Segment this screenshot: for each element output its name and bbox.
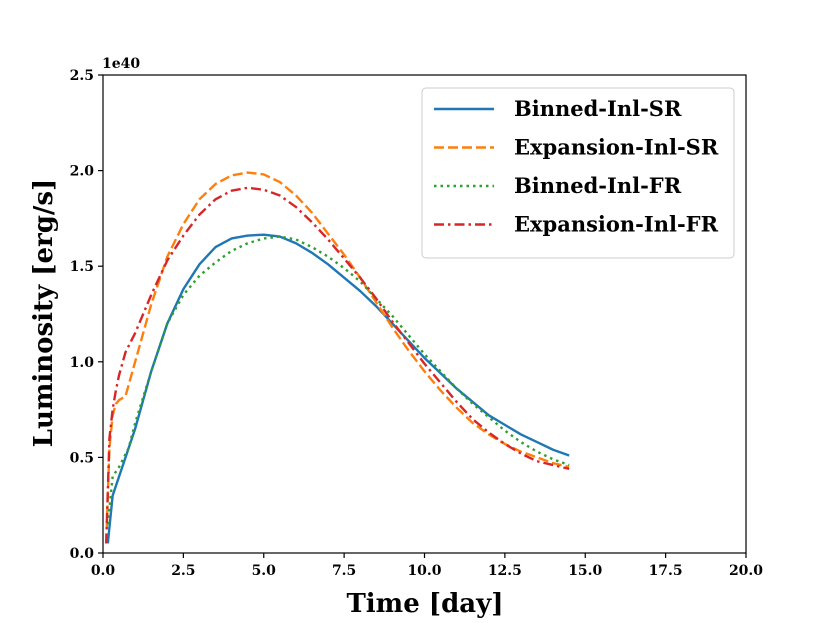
legend-label-expansion-inl-fr: Expansion-Inl-FR (514, 212, 719, 237)
y-axis-ticks: 0.0 0.5 1.0 1.5 2.0 2.5 (70, 68, 103, 562)
y-tick-label: 2.5 (70, 68, 94, 84)
y-tick-label: 0.0 (70, 546, 95, 562)
y-tick-label: 1.0 (70, 355, 95, 371)
y-tick-label: 1.5 (70, 259, 94, 275)
series-line-expansion-inl-fr (105, 186, 570, 544)
series-line-expansion-inl-sr (105, 171, 570, 544)
x-axis-label: Time [day] (346, 589, 503, 619)
series-layer (105, 171, 570, 544)
y-tick-label: 2.0 (70, 164, 95, 180)
legend-label-expansion-inl-sr: Expansion-Inl-SR (514, 135, 719, 160)
legend-label-binned-inl-sr: Binned-Inl-SR (514, 96, 682, 121)
legend: Binned-Inl-SR Expansion-Inl-SR Binned-Inl-… (421, 87, 735, 259)
x-tick-label: 2.5 (171, 563, 195, 579)
x-tick-label: 12.5 (488, 563, 522, 579)
x-tick-label: 0.0 (91, 563, 116, 579)
x-tick-label: 10.0 (407, 563, 441, 579)
x-tick-label: 17.5 (649, 563, 683, 579)
x-tick-label: 15.0 (568, 563, 602, 579)
y-tick-label: 0.5 (70, 450, 94, 466)
series-line-binned-inl-fr (106, 235, 570, 525)
x-axis-ticks: 0.0 2.5 5.0 7.5 10.0 12.5 15.0 17.5 20.0 (91, 553, 763, 579)
x-tick-label: 20.0 (729, 563, 763, 579)
x-tick-label: 7.5 (332, 563, 356, 579)
legend-label-binned-inl-fr: Binned-Inl-FR (514, 173, 682, 198)
y-axis-label: Luminosity [erg/s] (29, 179, 59, 448)
legend-box (421, 87, 735, 259)
x-tick-label: 5.0 (252, 563, 277, 579)
y-axis-offset-label: 1e40 (102, 56, 140, 72)
